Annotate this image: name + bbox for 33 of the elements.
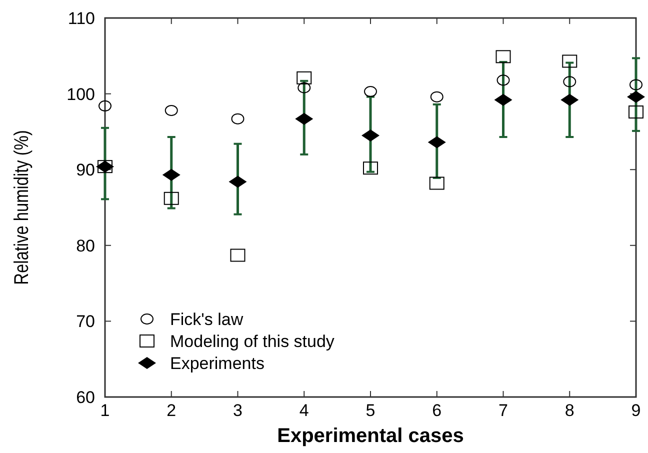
y-tick-label: 110 xyxy=(68,8,95,28)
x-axis-title: Experimental cases xyxy=(277,425,464,447)
x-tick-label: 7 xyxy=(498,401,508,420)
y-tick-label: 70 xyxy=(76,312,95,332)
y-tick-label: 80 xyxy=(76,236,95,256)
point xyxy=(628,105,644,118)
x-tick-label: 1 xyxy=(100,401,110,420)
point xyxy=(231,113,244,124)
point xyxy=(296,71,312,84)
x-tick-label: 6 xyxy=(432,401,442,420)
x-tick-label: 8 xyxy=(564,401,574,420)
x-tick-label: 5 xyxy=(366,401,376,420)
point xyxy=(298,82,311,94)
x-tick-label: 9 xyxy=(631,401,641,420)
point xyxy=(164,192,179,205)
x-tick-label: 2 xyxy=(166,401,176,420)
point xyxy=(98,100,112,112)
y-tick-label: 90 xyxy=(76,160,95,180)
y-tick-label: 60 xyxy=(76,388,95,407)
point xyxy=(430,91,444,102)
x-tick-label: 3 xyxy=(233,401,242,420)
legend-label: Fick's law xyxy=(170,310,244,329)
point xyxy=(562,54,578,68)
point xyxy=(496,74,510,86)
point xyxy=(630,79,642,90)
legend-label: Experiments xyxy=(170,354,264,373)
x-tick-label: 4 xyxy=(299,401,309,420)
y-tick-label: 100 xyxy=(66,84,95,104)
point xyxy=(230,248,246,262)
point xyxy=(164,104,178,116)
y-axis-title: Relative humidity (%) xyxy=(9,130,32,285)
legend-label: Modeling of this study xyxy=(170,332,335,351)
point xyxy=(563,76,576,88)
